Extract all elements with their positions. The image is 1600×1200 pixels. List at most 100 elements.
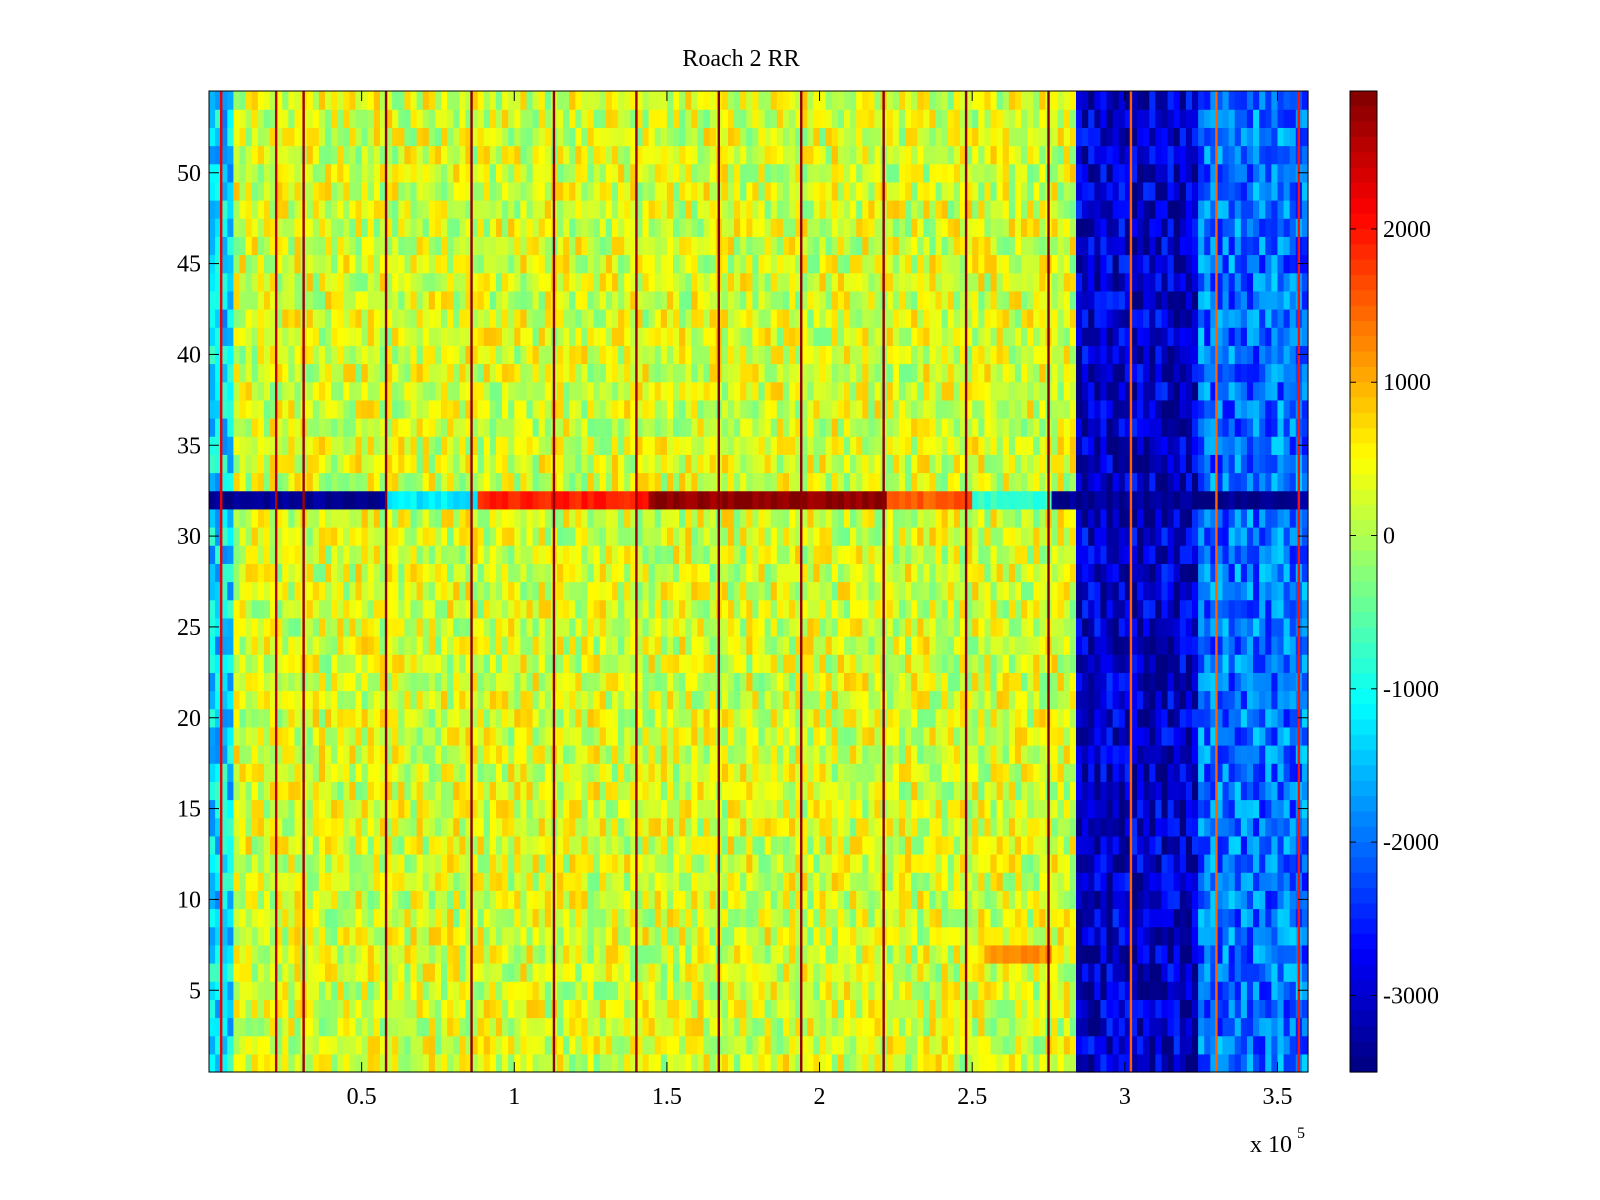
- heatmap-cell: [825, 926, 833, 946]
- heatmap-cell: [703, 854, 711, 873]
- heatmap-cell: [1008, 636, 1016, 655]
- heatmap-cell: [679, 1035, 686, 1055]
- heatmap-cell: [294, 944, 302, 964]
- heatmap-cell: [947, 599, 955, 619]
- heatmap-cell: [734, 999, 741, 1019]
- heatmap-cell: [917, 781, 924, 801]
- heatmap-cell: [1283, 999, 1291, 1019]
- heatmap-cell: [978, 835, 986, 855]
- heatmap-cell: [947, 854, 955, 873]
- heatmap-cell: [1014, 854, 1022, 873]
- heatmap-cell: [306, 563, 314, 583]
- heatmap-cell: [465, 563, 473, 583]
- heatmap-cell: [447, 563, 454, 583]
- heatmap-cell: [404, 1035, 412, 1055]
- heatmap-cell: [1063, 944, 1071, 964]
- heatmap-cell: [489, 799, 497, 819]
- heatmap-cell: [746, 944, 753, 964]
- heatmap-cell: [727, 1053, 735, 1073]
- heatmap-cell: [740, 781, 747, 801]
- heatmap-cell: [959, 908, 967, 928]
- heatmap-cell: [538, 963, 546, 982]
- heatmap-cell: [502, 1053, 509, 1073]
- heatmap-cell: [465, 981, 473, 1000]
- heatmap-cell: [1051, 944, 1059, 964]
- heatmap-cell: [459, 563, 467, 583]
- heatmap-cell: [862, 763, 869, 782]
- heatmap-cell: [758, 835, 766, 855]
- heatmap-cell: [349, 944, 357, 964]
- heatmap-cell: [1191, 1035, 1199, 1055]
- heatmap-cell: [1021, 872, 1028, 891]
- heatmap-cell: [611, 672, 619, 692]
- heatmap-cell: [709, 835, 717, 855]
- heatmap-cell: [337, 799, 344, 819]
- heatmap-cell: [1014, 944, 1022, 964]
- heatmap-cell: [1082, 599, 1089, 619]
- heatmap-cell: [917, 854, 924, 873]
- heatmap-cell: [1082, 708, 1089, 728]
- heatmap-cell: [630, 999, 637, 1019]
- heatmap-cell: [1155, 835, 1163, 855]
- heatmap-cell: [343, 708, 351, 728]
- heatmap-cell: [953, 563, 961, 583]
- heatmap-cell: [379, 599, 387, 619]
- heatmap-cell: [538, 745, 546, 764]
- heatmap-cell: [209, 672, 216, 692]
- heatmap-cell: [1002, 944, 1010, 964]
- heatmap-cell: [630, 854, 637, 873]
- heatmap-cell: [1057, 672, 1065, 692]
- heatmap-cell: [514, 854, 521, 873]
- heatmap-cell: [862, 781, 869, 801]
- heatmap-cell: [752, 690, 760, 710]
- heatmap-cell: [233, 890, 241, 910]
- heatmap-cell: [740, 981, 747, 1000]
- heatmap-cell: [1094, 944, 1102, 964]
- heatmap-cell: [373, 872, 381, 891]
- heatmap-cell: [239, 908, 247, 928]
- heatmap-cell: [263, 781, 271, 801]
- heatmap-cell: [1210, 999, 1218, 1019]
- heatmap-cell: [1210, 926, 1218, 946]
- heatmap-cell: [1228, 963, 1236, 982]
- heatmap-cell: [1069, 872, 1077, 891]
- heatmap-cell: [1289, 708, 1297, 728]
- heatmap-cell: [1033, 835, 1040, 855]
- heatmap-cell: [465, 654, 473, 673]
- heatmap-cell: [593, 890, 601, 910]
- heatmap-cell: [740, 799, 747, 819]
- heatmap-cell: [636, 817, 644, 837]
- heatmap-cell: [1265, 872, 1272, 891]
- heatmap-cell: [1130, 1053, 1138, 1073]
- heatmap-cell: [923, 799, 931, 819]
- heatmap-cell: [459, 854, 467, 873]
- heatmap-cell: [636, 617, 644, 637]
- heatmap-cell: [331, 890, 338, 910]
- heatmap-cell: [703, 599, 711, 619]
- heatmap-cell: [520, 726, 528, 746]
- heatmap-cell: [898, 854, 906, 873]
- heatmap-cell: [1222, 654, 1230, 673]
- heatmap-cell: [1234, 1035, 1242, 1055]
- heatmap-cell: [1033, 1053, 1040, 1073]
- heatmap-cell: [349, 817, 357, 837]
- heatmap-cell: [239, 617, 247, 637]
- heatmap-cell: [245, 708, 253, 728]
- heatmap-cell: [611, 926, 619, 946]
- heatmap-cell: [477, 636, 485, 655]
- heatmap-cell: [599, 1053, 607, 1073]
- heatmap-cell: [428, 654, 436, 673]
- heatmap-cell: [312, 835, 320, 855]
- heatmap-cell: [257, 599, 265, 619]
- heatmap-cell: [1069, 581, 1077, 601]
- heatmap-cell: [758, 690, 766, 710]
- heatmap-cell: [734, 926, 741, 946]
- heatmap-cell: [1155, 799, 1163, 819]
- heatmap-cell: [373, 944, 381, 964]
- heatmap-cell: [1228, 890, 1236, 910]
- heatmap-cell: [1204, 617, 1211, 637]
- heatmap-cell: [752, 781, 760, 801]
- heatmap-cell: [959, 563, 967, 583]
- heatmap-cell: [422, 617, 430, 637]
- heatmap-cell: [227, 944, 235, 964]
